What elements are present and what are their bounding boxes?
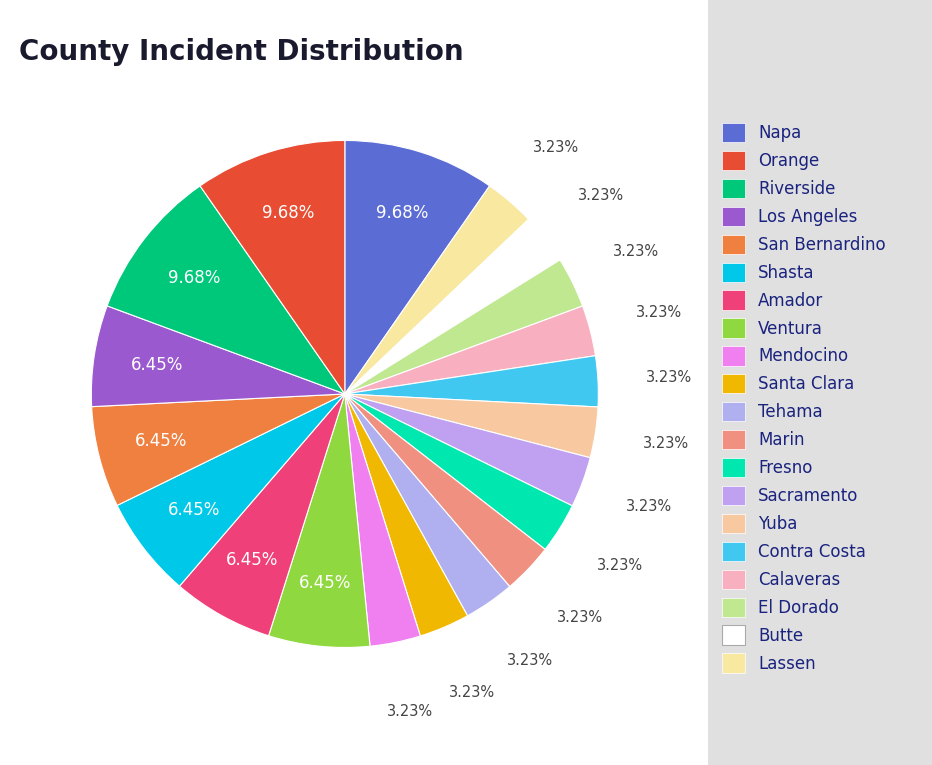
Text: 3.23%: 3.23%: [533, 140, 580, 155]
Text: 3.23%: 3.23%: [626, 500, 672, 514]
Text: 3.23%: 3.23%: [613, 243, 659, 259]
Text: 3.23%: 3.23%: [507, 653, 553, 668]
Wedge shape: [268, 394, 370, 647]
Wedge shape: [107, 186, 345, 394]
Text: 9.68%: 9.68%: [262, 203, 314, 222]
Wedge shape: [345, 394, 510, 616]
Wedge shape: [345, 260, 582, 394]
Legend: Napa, Orange, Riverside, Los Angeles, San Bernardino, Shasta, Amador, Ventura, M: Napa, Orange, Riverside, Los Angeles, Sa…: [717, 118, 891, 678]
Wedge shape: [345, 394, 545, 587]
Wedge shape: [117, 394, 345, 586]
Text: 3.23%: 3.23%: [387, 705, 432, 719]
Text: 6.45%: 6.45%: [226, 551, 279, 569]
Wedge shape: [345, 186, 528, 394]
Text: 3.23%: 3.23%: [642, 436, 689, 451]
Text: 6.45%: 6.45%: [168, 501, 221, 519]
Wedge shape: [180, 394, 345, 636]
Wedge shape: [200, 141, 345, 394]
Text: 3.23%: 3.23%: [646, 370, 692, 386]
Wedge shape: [345, 394, 572, 549]
Text: 9.68%: 9.68%: [169, 269, 221, 287]
Text: 6.45%: 6.45%: [130, 356, 183, 374]
Text: 9.68%: 9.68%: [376, 203, 428, 222]
Wedge shape: [345, 306, 596, 394]
Wedge shape: [345, 394, 468, 636]
Text: County Incident Distribution: County Incident Distribution: [19, 38, 463, 67]
Text: 3.23%: 3.23%: [636, 305, 682, 321]
Wedge shape: [345, 394, 590, 506]
Wedge shape: [91, 394, 345, 506]
Wedge shape: [345, 220, 560, 394]
Text: 3.23%: 3.23%: [449, 685, 496, 700]
Text: 3.23%: 3.23%: [556, 610, 603, 625]
Text: 6.45%: 6.45%: [299, 574, 351, 592]
Wedge shape: [345, 141, 489, 394]
Wedge shape: [91, 306, 345, 407]
Wedge shape: [345, 356, 598, 407]
Text: 6.45%: 6.45%: [134, 432, 187, 451]
Text: 3.23%: 3.23%: [597, 558, 643, 574]
Wedge shape: [345, 394, 420, 646]
Wedge shape: [345, 394, 598, 457]
Text: 3.23%: 3.23%: [579, 188, 624, 203]
